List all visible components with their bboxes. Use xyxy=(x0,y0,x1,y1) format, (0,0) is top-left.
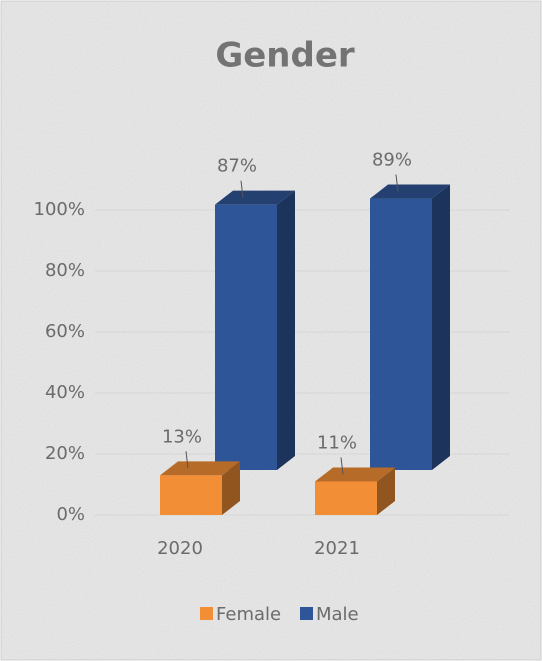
data-label: 13% xyxy=(162,426,202,447)
y-tick-label: 80% xyxy=(45,260,85,281)
legend-label: Male xyxy=(316,604,359,625)
y-tick-label: 40% xyxy=(45,382,85,403)
y-tick-label: 0% xyxy=(56,504,85,525)
bar-side xyxy=(222,461,240,515)
bar-top xyxy=(215,190,295,205)
bar-top xyxy=(160,461,240,476)
chart-title: Gender xyxy=(215,36,355,76)
bar xyxy=(160,475,222,515)
x-tick-label: 2020 xyxy=(157,538,203,559)
x-tick-label: 2021 xyxy=(314,538,360,559)
bar-top xyxy=(315,467,395,482)
legend-label: Female xyxy=(216,604,281,625)
legend-swatch xyxy=(300,607,313,620)
bar-side xyxy=(432,184,450,471)
y-tick-label: 60% xyxy=(45,321,85,342)
bar xyxy=(215,204,277,470)
y-tick-label: 20% xyxy=(45,443,85,464)
bar-side xyxy=(377,467,395,515)
data-label: 87% xyxy=(217,156,257,177)
leader-line xyxy=(185,451,189,469)
data-label: 89% xyxy=(372,150,412,171)
leader-line xyxy=(340,457,344,475)
bar-top xyxy=(370,184,450,199)
bar xyxy=(370,198,432,471)
bar-side xyxy=(277,190,295,470)
data-label: 11% xyxy=(317,432,357,453)
legend-swatch xyxy=(200,607,213,620)
bar xyxy=(315,481,377,515)
leader-line xyxy=(240,180,244,198)
y-tick-label: 100% xyxy=(34,199,85,220)
leader-line xyxy=(395,174,399,192)
